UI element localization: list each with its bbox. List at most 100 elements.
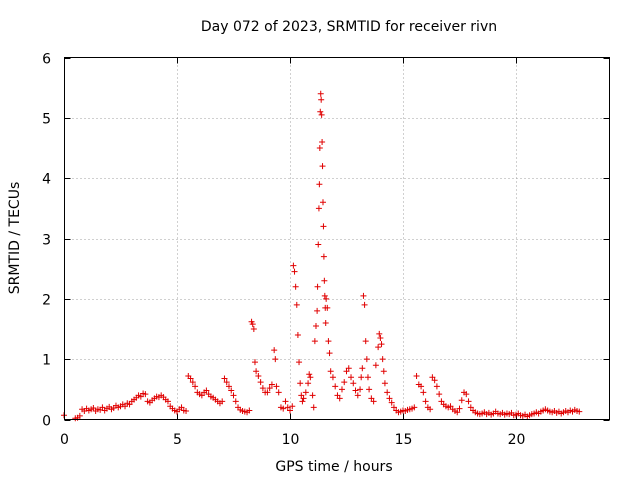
data-point (375, 344, 382, 351)
data-point (420, 389, 427, 396)
data-point (253, 368, 260, 375)
data-point (76, 412, 83, 419)
data-point (319, 163, 326, 170)
data-point (293, 301, 300, 308)
data-point (312, 322, 319, 329)
x-tick-label: 10 (282, 432, 300, 448)
data-point (316, 145, 323, 151)
data-point (332, 383, 339, 390)
data-point (296, 359, 303, 366)
data-point (463, 391, 470, 398)
data-point (384, 389, 391, 396)
data-point (315, 205, 322, 212)
data-point (329, 374, 336, 381)
data-point (317, 90, 324, 97)
data-point (280, 405, 287, 412)
y-tick-label: 2 (42, 293, 51, 309)
y-tick-label: 1 (42, 353, 51, 369)
data-point (289, 403, 296, 410)
data-point (359, 365, 366, 372)
data-point (413, 373, 420, 380)
data-point (271, 347, 278, 354)
data-point (320, 253, 327, 260)
data-point (249, 321, 256, 328)
data-point (364, 374, 371, 381)
data-point (198, 392, 205, 399)
data-point (90, 405, 97, 412)
data-point (363, 356, 370, 363)
y-axis-label: SRMTID / TECUs (7, 182, 23, 295)
data-point (390, 404, 397, 411)
data-point (320, 223, 327, 230)
data-point (228, 387, 235, 394)
data-point (142, 391, 149, 398)
data-point (232, 398, 239, 405)
data-point (314, 283, 321, 290)
data-point (345, 365, 352, 372)
data-point (223, 379, 230, 386)
x-tick-label: 20 (508, 432, 526, 448)
data-point (298, 392, 305, 399)
y-tick-label: 5 (42, 112, 51, 128)
data-point (454, 409, 461, 416)
data-point (259, 385, 266, 392)
data-point (323, 295, 330, 302)
data-point (343, 368, 350, 375)
data-point (319, 138, 326, 145)
data-points (61, 90, 583, 422)
data-point (187, 375, 194, 382)
data-point (319, 199, 326, 206)
axis-ticks: 0 5 10 15 20 0 1 2 3 4 5 6 (42, 52, 610, 448)
data-point (317, 108, 324, 115)
data-point (251, 359, 258, 366)
x-tick-label: 5 (173, 432, 182, 448)
data-point (576, 408, 583, 415)
data-point (352, 387, 359, 394)
data-point (291, 268, 298, 275)
data-point (429, 374, 436, 381)
data-point (456, 405, 463, 412)
data-point (334, 392, 341, 399)
data-point (203, 387, 210, 394)
data-point (447, 403, 454, 410)
data-point (225, 383, 232, 390)
data-point (358, 374, 365, 381)
data-point (299, 398, 306, 405)
data-point (368, 395, 375, 402)
data-point (309, 392, 316, 399)
data-point (321, 292, 328, 299)
data-point (230, 392, 237, 399)
data-point (282, 398, 289, 405)
data-point (321, 277, 328, 284)
data-point (307, 374, 314, 381)
data-point (327, 368, 334, 375)
data-point (341, 379, 348, 386)
data-point (297, 380, 304, 387)
y-tick-label: 6 (42, 52, 51, 68)
data-point (250, 326, 257, 332)
plot-frame (64, 57, 610, 420)
data-point (137, 393, 144, 400)
data-point (431, 377, 438, 384)
data-point (438, 398, 445, 405)
data-point (381, 380, 388, 387)
data-point (246, 407, 253, 414)
x-axis-label: GPS time / hours (275, 459, 392, 475)
data-point (268, 381, 275, 388)
data-point (324, 304, 331, 311)
data-point (264, 389, 271, 396)
data-point (272, 356, 279, 363)
data-point (318, 96, 325, 103)
data-point (422, 398, 429, 405)
data-point (266, 385, 273, 392)
data-point (361, 301, 368, 308)
data-point (318, 111, 325, 118)
data-point (311, 338, 318, 345)
y-tick-label: 3 (42, 233, 51, 249)
data-point (388, 399, 395, 406)
data-point (302, 389, 309, 396)
data-point (338, 386, 345, 393)
data-point (458, 397, 465, 404)
data-point (354, 392, 361, 399)
data-point (192, 383, 199, 390)
